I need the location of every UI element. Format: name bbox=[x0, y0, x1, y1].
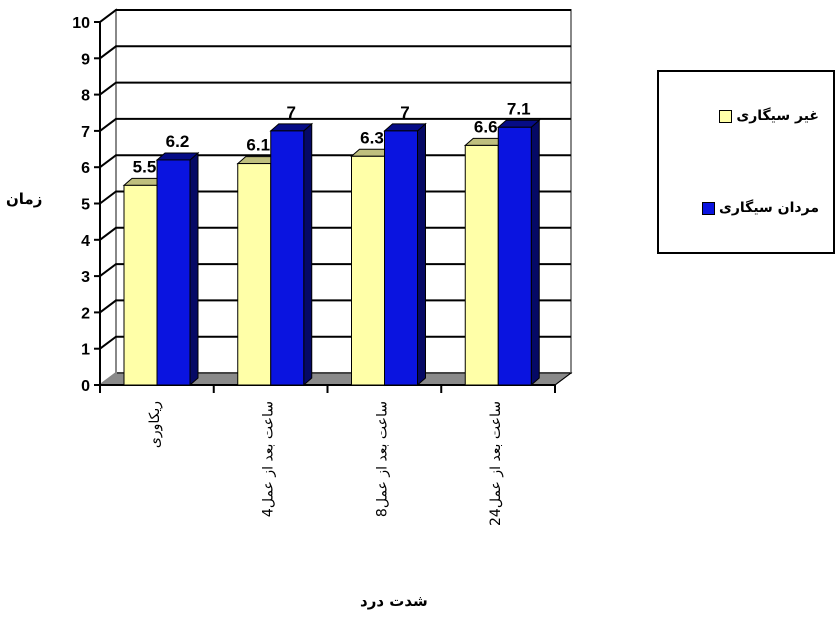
gridline bbox=[99, 81, 571, 96]
x-axis-title: شدت درد bbox=[360, 592, 428, 610]
y-tick-label: 7 bbox=[81, 124, 90, 141]
bar bbox=[123, 184, 158, 386]
floor-edge bbox=[554, 372, 572, 386]
category-labels: ریکاوری 4ساعت بعد از عمل 8ساعت بعد از عمل 2… bbox=[147, 401, 504, 526]
y-tick-label: 1 bbox=[81, 342, 90, 359]
data-label: 6.3 bbox=[360, 128, 384, 147]
y-tick-label: 3 bbox=[81, 269, 90, 286]
y-tick-label: 10 bbox=[72, 15, 90, 32]
gridline bbox=[99, 9, 571, 23]
gridline bbox=[99, 117, 571, 132]
bar bbox=[384, 130, 418, 386]
y-tick-label: 5 bbox=[81, 197, 90, 214]
y-tick-label: 8 bbox=[81, 88, 90, 105]
y-tick-label: 2 bbox=[81, 305, 90, 322]
legend-label-smoker: مردان سیگاری bbox=[719, 200, 819, 216]
data-label: 6.2 bbox=[166, 132, 190, 151]
bar-top bbox=[496, 119, 541, 128]
legend: غیر سیگاری مردان سیگاری bbox=[657, 70, 835, 254]
y-tick-label: 0 bbox=[81, 378, 90, 395]
data-label: 6.6 bbox=[474, 117, 498, 136]
bar bbox=[351, 155, 385, 386]
legend-swatch-smoker bbox=[702, 201, 716, 215]
bar-top bbox=[155, 152, 200, 161]
y-tick-label: 9 bbox=[81, 51, 90, 68]
bar-side bbox=[303, 122, 313, 387]
legend-item-non-smoker: غیر سیگاری bbox=[719, 108, 819, 124]
bar-side bbox=[417, 122, 426, 387]
bar bbox=[464, 144, 499, 386]
data-labels: 5.5 6.2 6.1 7 6.3 7 6.6 7.1 bbox=[133, 99, 531, 176]
data-label: 7.1 bbox=[507, 99, 531, 118]
gridline bbox=[99, 45, 571, 60]
bar bbox=[270, 130, 305, 386]
y-tick-label: 4 bbox=[81, 233, 90, 250]
y-tick-label: 6 bbox=[81, 160, 90, 177]
legend-item-smoker: مردان سیگاری bbox=[702, 200, 819, 216]
bar-top bbox=[383, 123, 427, 132]
bar-side bbox=[530, 119, 540, 387]
bar bbox=[156, 159, 191, 386]
bar-side bbox=[189, 151, 199, 387]
data-label: 7 bbox=[400, 103, 409, 122]
category-label: ریکاوری bbox=[147, 401, 163, 448]
bar-top bbox=[269, 123, 314, 132]
bar bbox=[237, 163, 272, 386]
legend-label-non-smoker: غیر سیگاری bbox=[736, 108, 819, 124]
category-label: 4ساعت بعد از عمل bbox=[261, 401, 277, 517]
y-axis-title: زمان bbox=[6, 190, 43, 208]
category-label: 8ساعت بعد از عمل bbox=[374, 401, 390, 517]
data-label: 6.1 bbox=[246, 136, 270, 155]
bars bbox=[122, 119, 541, 387]
category-label: 24ساعت بعد از عمل bbox=[488, 401, 504, 526]
bar bbox=[497, 126, 532, 386]
data-label: 5.5 bbox=[133, 157, 157, 176]
legend-swatch-non-smoker bbox=[719, 109, 733, 123]
data-label: 7 bbox=[287, 103, 296, 122]
